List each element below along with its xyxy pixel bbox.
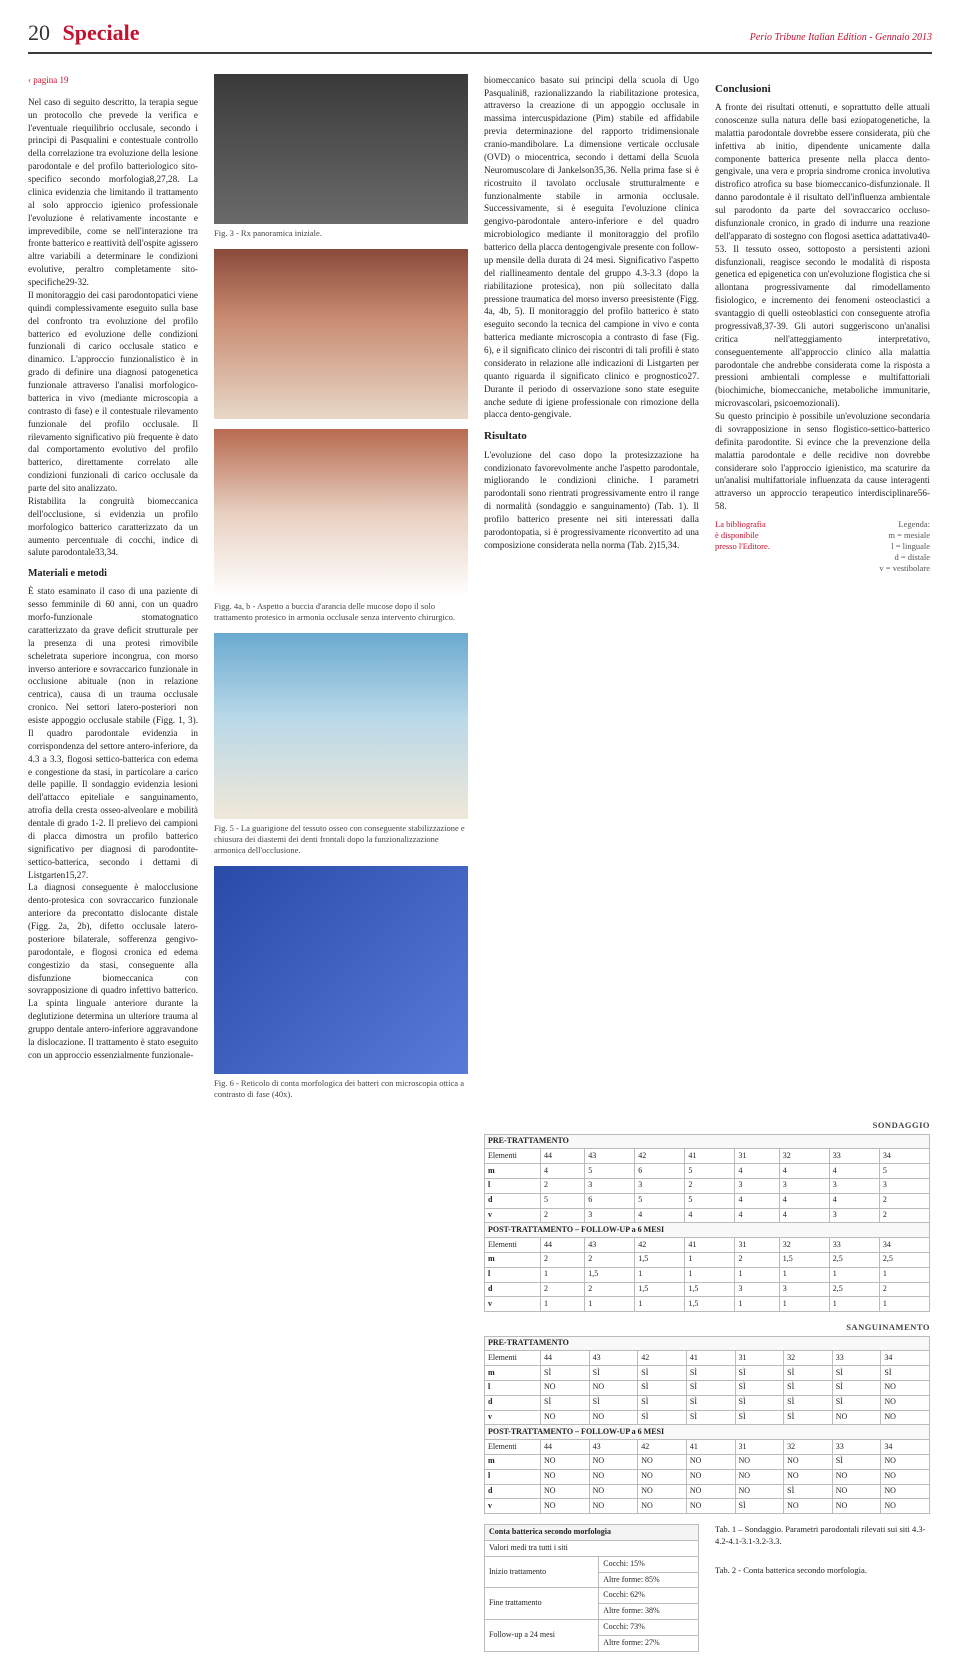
- sondaggio-table: PRE-TRATTAMENTOElementi4443424131323334m…: [484, 1134, 930, 1313]
- materiali-heading: Materiali e metodi: [28, 567, 198, 581]
- legend: Legenda: m = mesiale l = linguale d = di…: [879, 519, 930, 574]
- figure-4b-image: [214, 429, 468, 597]
- col1-p2: Il monitoraggio dei casi parodontopatici…: [28, 289, 198, 495]
- figure-6-image: [214, 866, 468, 1074]
- table-2-caption: Tab. 2 - Conta batterica secondo morfolo…: [715, 1565, 930, 1576]
- back-link[interactable]: pagina 19: [28, 74, 198, 86]
- tables-region: SONDAGGIO PRE-TRATTAMENTOElementi4443424…: [484, 1120, 930, 1651]
- sanguinamento-table: PRE-TRATTAMENTOElementi4443424131323334m…: [484, 1336, 930, 1515]
- table-1-caption: Tab. 1 – Sondaggio. Parametri parodontal…: [715, 1524, 930, 1547]
- content-grid: pagina 19 Nel caso di seguito descritto,…: [28, 74, 932, 1652]
- figure-4b: Figg. 4a, b - Aspetto a buccia d'arancia…: [214, 429, 468, 623]
- column-2-figures: Fig. 3 - Rx panoramica iniziale. Figg. 4…: [214, 74, 468, 1110]
- col3-text: biomeccanico basato sui principi della s…: [484, 74, 699, 552]
- page: 20 Speciale Perio Tribune Italian Editio…: [0, 0, 960, 1680]
- conclusioni-heading: Conclusioni: [715, 82, 930, 97]
- col1-p3: Ristabilita la congruità biomeccanica de…: [28, 495, 198, 559]
- column-1: pagina 19 Nel caso di seguito descritto,…: [28, 74, 198, 1110]
- page-number: 20: [28, 20, 50, 45]
- figure-6: Fig. 6 - Reticolo di conta morfologica d…: [214, 866, 468, 1100]
- publication-info: Perio Tribune Italian Edition - Gennaio …: [750, 31, 932, 45]
- figure-5-caption: Fig. 5 - La guarigione del tessuto osseo…: [214, 823, 468, 856]
- bibliography-note: La bibliografia è disponibile presso l'E…: [715, 519, 770, 552]
- col3-p1: biomeccanico basato sui principi della s…: [484, 74, 699, 422]
- table-sondaggio: SONDAGGIO PRE-TRATTAMENTOElementi4443424…: [484, 1120, 930, 1312]
- col3-p2: L'evoluzione del caso dopo la protesizza…: [484, 449, 699, 552]
- risultato-heading: Risultato: [484, 429, 699, 444]
- figure-5-image: [214, 633, 468, 819]
- section-title: Speciale: [63, 20, 140, 45]
- table-captions: Tab. 1 – Sondaggio. Parametri parodontal…: [715, 1524, 930, 1651]
- table-sanguinamento: SANGUINAMENTO PRE-TRATTAMENTOElementi444…: [484, 1322, 930, 1514]
- bib-legend-row: La bibliografia è disponibile presso l'E…: [715, 513, 930, 574]
- col1-text: Nel caso di seguito descritto, la terapi…: [28, 96, 198, 1062]
- conta-table-wrap: Conta batterica secondo morfologiaValori…: [484, 1524, 699, 1651]
- col1-p5: La diagnosi conseguente è malocclusione …: [28, 881, 198, 1061]
- column-4: Conclusioni A fronte dei risultati otten…: [715, 74, 930, 1110]
- col4-p1: A fronte dei risultati ottenuti, e sopra…: [715, 101, 930, 410]
- page-header: 20 Speciale Perio Tribune Italian Editio…: [28, 18, 932, 54]
- bottom-grid: Conta batterica secondo morfologiaValori…: [484, 1524, 930, 1651]
- figure-4-caption: Figg. 4a, b - Aspetto a buccia d'arancia…: [214, 601, 468, 623]
- header-left: 20 Speciale: [28, 18, 140, 48]
- figure-3: Fig. 3 - Rx panoramica iniziale.: [214, 74, 468, 239]
- conta-table: Conta batterica secondo morfologiaValori…: [484, 1524, 699, 1651]
- col1-p1: Nel caso di seguito descritto, la terapi…: [28, 96, 198, 289]
- sondaggio-title: SONDAGGIO: [484, 1120, 930, 1131]
- col4-text: Conclusioni A fronte dei risultati otten…: [715, 82, 930, 575]
- figure-3-image: [214, 74, 468, 224]
- figure-4a-image: [214, 249, 468, 419]
- column-3: biomeccanico basato sui principi della s…: [484, 74, 699, 1110]
- figure-6-caption: Fig. 6 - Reticolo di conta morfologica d…: [214, 1078, 468, 1100]
- figure-3-caption: Fig. 3 - Rx panoramica iniziale.: [214, 228, 468, 239]
- col4-p2: Su questo principio è possibile un'evolu…: [715, 410, 930, 513]
- figure-4a: [214, 249, 468, 419]
- col1-p4: È stato esaminato il caso di una pazient…: [28, 585, 198, 881]
- sanguinamento-title: SANGUINAMENTO: [484, 1322, 930, 1333]
- figure-5: Fig. 5 - La guarigione del tessuto osseo…: [214, 633, 468, 856]
